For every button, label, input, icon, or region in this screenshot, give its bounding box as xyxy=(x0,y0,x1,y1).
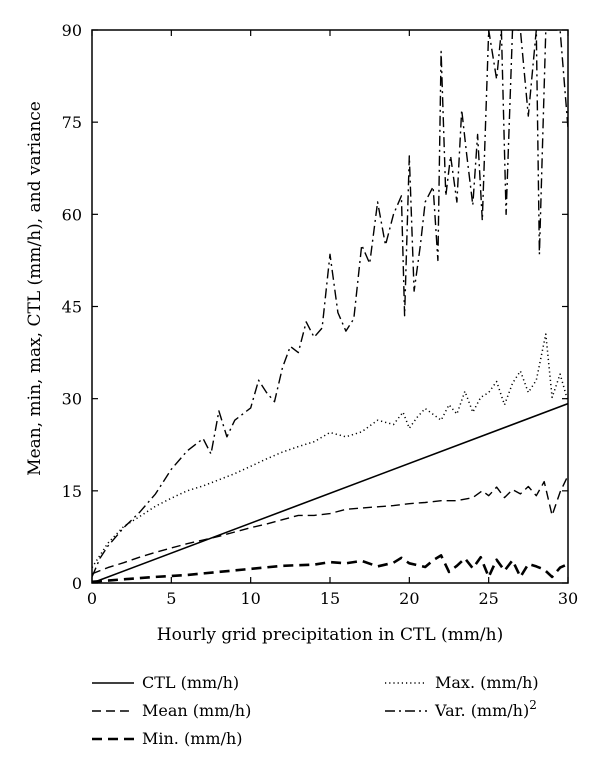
plot-area-frame xyxy=(91,29,569,584)
legend: CTL (mm/h) Mean (mm/h) Min. (mm/h) Max. (mm… xyxy=(92,673,539,748)
x-axis-title: Hourly grid precipitation in CTL (mm/h) xyxy=(157,625,504,645)
x-tick-label: 10 xyxy=(240,589,260,608)
x-tick-label: 20 xyxy=(399,589,419,608)
series-line-min-mm-h xyxy=(92,554,568,583)
series-line-ctl-mm-h xyxy=(92,402,568,583)
y-tick-label: 45 xyxy=(62,298,82,317)
legend-label: Var. (mm/h)2 xyxy=(434,698,537,720)
y-tick-label: 30 xyxy=(62,390,82,409)
legend-label: Max. (mm/h) xyxy=(435,673,539,692)
y-axis-title: Mean, min, max, CTL (mm/h), and variance xyxy=(25,101,45,476)
y-tick-label: 0 xyxy=(72,574,82,593)
x-tick-label: 0 xyxy=(87,589,97,608)
legend-label: Min. (mm/h) xyxy=(142,729,243,748)
series-line-var-mm-h xyxy=(92,30,568,578)
x-tick-label: 30 xyxy=(558,589,578,608)
legend-label: CTL (mm/h) xyxy=(142,673,239,692)
x-tick-label: 15 xyxy=(320,589,340,608)
y-tick-label: 90 xyxy=(62,21,82,40)
axis-layer: 0 5 10 15 20 25 30 0 15 30 45 60 75 90 xyxy=(62,21,579,608)
x-tick-label: 5 xyxy=(166,589,176,608)
y-tick-label: 15 xyxy=(62,482,82,501)
legend-label: Mean (mm/h) xyxy=(142,701,251,720)
y-tick-label: 75 xyxy=(62,113,82,132)
series-layer xyxy=(92,30,568,583)
series-line-mean-mm-h xyxy=(92,475,568,575)
legend-superscript: 2 xyxy=(529,698,537,712)
x-tick-label: 25 xyxy=(478,589,498,608)
series-line-max-mm-h xyxy=(92,333,568,569)
y-tick-label: 60 xyxy=(62,205,82,224)
